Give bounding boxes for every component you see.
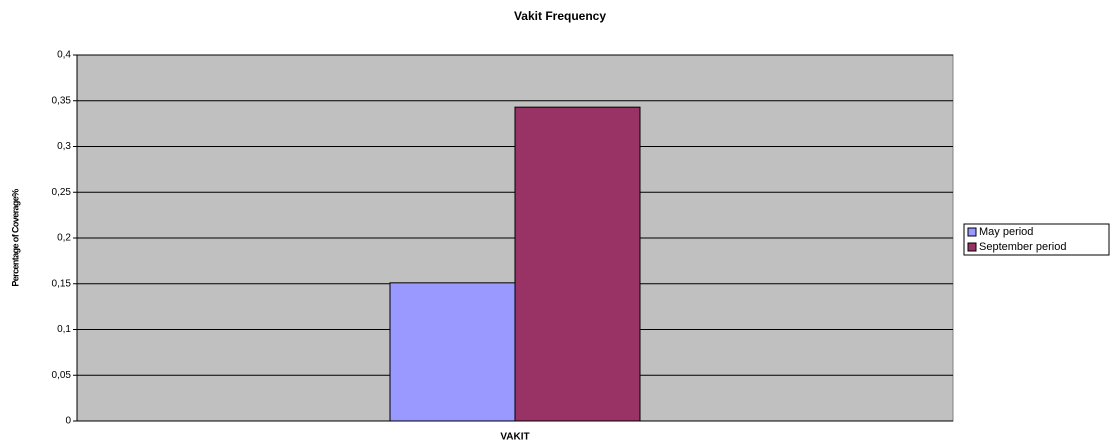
y-tick-label: 0,05: [52, 370, 72, 381]
y-tick-label: 0,4: [57, 50, 71, 61]
y-tick-label: 0,35: [52, 95, 72, 106]
y-tick-label: 0: [65, 416, 71, 427]
y-tick-label: 0,1: [57, 324, 71, 335]
y-tick-label: 0,15: [52, 278, 72, 289]
legend-box: [963, 223, 1110, 256]
y-tick-label: 0,2: [57, 233, 71, 244]
legend-swatch: [967, 242, 977, 252]
y-tick-label: 0,25: [52, 187, 72, 198]
y-axis-label: Percentage of Coverage%: [10, 189, 20, 287]
bar: [389, 282, 516, 422]
legend-label: May period: [979, 226, 1033, 238]
chart-title: Vakit Frequency: [514, 9, 606, 23]
legend-swatch: [967, 227, 977, 237]
bar: [514, 106, 641, 422]
x-axis-label: VAKIT: [500, 432, 529, 443]
legend-label: September period: [979, 241, 1066, 253]
y-tick-label: 0,3: [57, 141, 71, 152]
